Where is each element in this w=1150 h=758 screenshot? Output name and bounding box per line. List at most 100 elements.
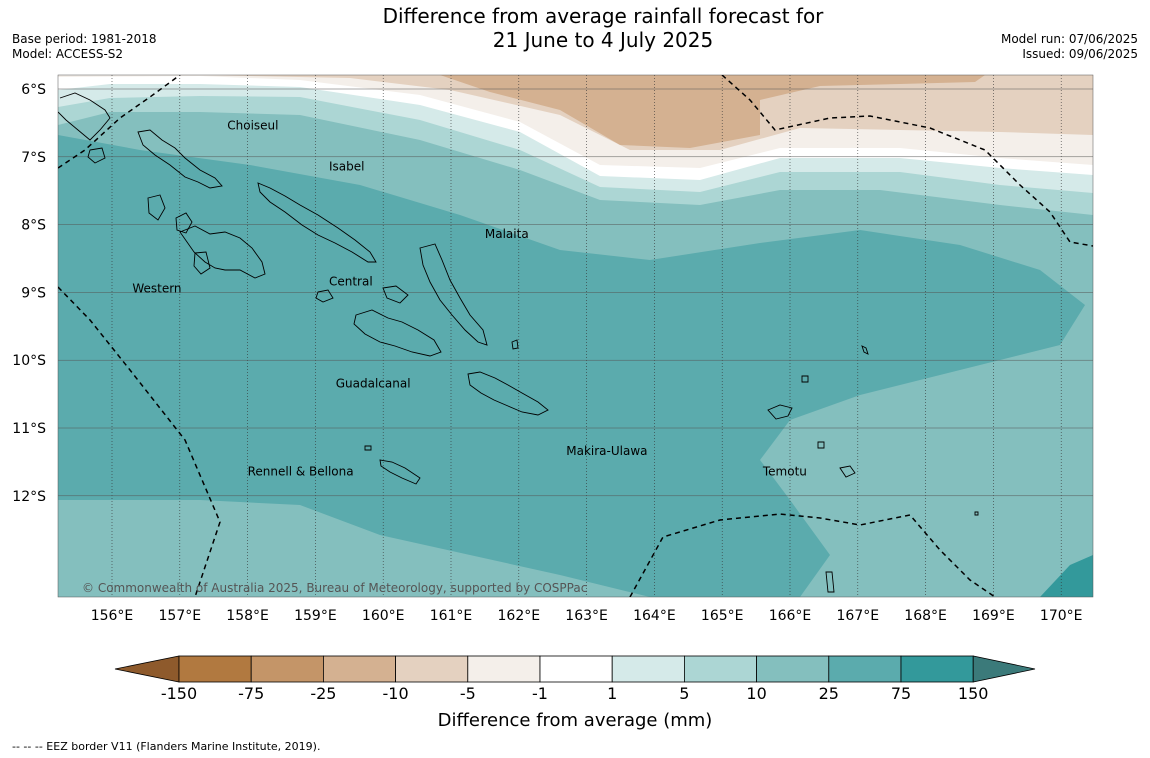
title-line-1: Difference from average rainfall forecas…	[382, 4, 824, 28]
field-25-75	[58, 135, 1085, 597]
kolombangara-island	[175, 212, 193, 234]
lat-label: 9°S	[21, 285, 46, 301]
shortland-islands	[87, 147, 106, 164]
base-period: Base period: 1981-2018	[12, 32, 157, 46]
colorbar-tick-label: -75	[238, 684, 264, 703]
santa-isabel-island	[257, 182, 377, 263]
lat-label: 10°S	[12, 353, 46, 369]
colorbar-segment	[539, 655, 613, 683]
lat-label: 12°S	[12, 489, 46, 505]
colorbar-segment	[250, 655, 324, 683]
graticule	[58, 75, 1093, 597]
rainfall-field	[58, 75, 1093, 597]
copyright-text: © Commonwealth of Australia 2025, Bureau…	[82, 581, 587, 595]
colorbar-segment	[684, 655, 758, 683]
choiseul-island	[137, 129, 223, 189]
colorbar-tick-label: 1	[607, 684, 617, 703]
eez-border-south	[629, 513, 996, 597]
colorbar: -150 -75 -25 -10 -5 -1 1 5 10 25 75 150	[114, 655, 1036, 703]
vanikoro-island	[839, 465, 856, 478]
lon-label: 158°E	[226, 608, 269, 624]
colorbar-tick-label: 25	[819, 684, 839, 703]
place-label: Temotu	[762, 464, 807, 478]
lon-label: 167°E	[837, 608, 880, 624]
colorbar-under-arrow	[114, 655, 180, 683]
tikopia-island	[974, 511, 979, 516]
eez-border-west	[58, 286, 221, 597]
place-label: Western	[132, 281, 181, 295]
colorbar-segment	[900, 655, 974, 683]
lon-label: 160°E	[362, 608, 405, 624]
place-label: Choiseul	[227, 119, 278, 133]
colorbar-segment	[322, 655, 396, 683]
footnote: -- -- -- EEZ border V11 (Flanders Marine…	[12, 740, 321, 753]
place-label: Isabel	[329, 159, 364, 173]
lon-label: 165°E	[701, 608, 744, 624]
colorbar-title: Difference from average (mm)	[438, 710, 713, 731]
anuta-island	[861, 345, 869, 355]
coastlines	[58, 92, 979, 593]
new-georgia-island	[179, 225, 266, 279]
field-minus25-minus10	[440, 75, 985, 148]
place-labels: Choiseul Isabel Malaita Western Central Guada…	[132, 119, 807, 479]
colorbar-segment	[178, 655, 252, 683]
colorbar-segment	[756, 655, 830, 683]
lon-label: 161°E	[430, 608, 473, 624]
longitude-labels: 156°E 157°E 158°E 159°E 160°E 161°E 162°E 163°E…	[91, 608, 1083, 624]
lon-label: 162°E	[498, 608, 541, 624]
colorbar-tick-label: -1	[532, 684, 548, 703]
model-name: Model: ACCESS-S2	[12, 47, 124, 61]
colorbar-tick-label: -10	[383, 684, 409, 703]
colorbar-over-arrow	[972, 655, 1036, 683]
colorbar-segment	[828, 655, 902, 683]
lon-label: 157°E	[159, 608, 202, 624]
colorbar-tick-label: -25	[310, 684, 336, 703]
rendova-island	[193, 251, 211, 275]
lon-label: 156°E	[91, 608, 134, 624]
lat-label: 8°S	[21, 218, 46, 234]
place-label: Malaita	[485, 227, 529, 241]
lon-label: 164°E	[633, 608, 676, 624]
lat-label: 11°S	[12, 421, 46, 437]
meta-left: Base period: 1981-2018 Model: ACCESS-S2	[12, 32, 157, 62]
chart-title: Difference from average rainfall forecas…	[0, 4, 1150, 52]
colorbar-tick-label: 5	[679, 684, 689, 703]
ulawa-island	[511, 339, 519, 350]
bougainville-island	[58, 92, 111, 141]
title-line-2: 21 June to 4 July 2025	[492, 28, 714, 52]
field-75-150	[1040, 555, 1093, 597]
vella-lavella-island	[147, 194, 166, 221]
map-frame	[57, 74, 1094, 598]
colorbar-tick-label: 150	[958, 684, 989, 703]
colorbar-tick-label: 10	[746, 684, 766, 703]
place-label: Central	[329, 275, 373, 289]
colorbar-tick-label: -5	[460, 684, 476, 703]
issued-date: Issued: 09/06/2025	[1022, 47, 1138, 61]
lon-label: 170°E	[1040, 608, 1083, 624]
lon-label: 159°E	[294, 608, 337, 624]
place-label: Rennell & Bellona	[248, 464, 354, 478]
lat-label: 6°S	[21, 82, 46, 98]
eez-border-north-west	[58, 75, 181, 169]
lon-label: 163°E	[565, 608, 608, 624]
utupua-island	[817, 441, 825, 449]
model-run: Model run: 07/06/2025	[1000, 32, 1138, 46]
russell-islands	[315, 289, 334, 303]
colorbar-tick-label: 75	[891, 684, 911, 703]
guadalcanal-island	[353, 309, 442, 357]
place-label: Guadalcanal	[336, 376, 411, 390]
lon-label: 166°E	[769, 608, 812, 624]
lat-label: 7°S	[21, 150, 46, 166]
colorbar-segment	[467, 655, 541, 683]
nendo-island	[767, 404, 793, 420]
santa-cruz-south-islet	[825, 571, 835, 593]
colorbar-segment	[611, 655, 685, 683]
latitude-labels: 6°S 7°S 8°S 9°S 10°S 11°S 12°S	[12, 82, 46, 505]
florida-islands	[382, 285, 409, 304]
colorbar-tick-label: -150	[161, 684, 197, 703]
lon-label: 168°E	[904, 608, 947, 624]
meta-right: Model run: 07/06/2025 Issued: 09/06/2025	[1001, 32, 1138, 62]
place-label: Makira-Ulawa	[566, 444, 647, 458]
bellona-island	[364, 445, 372, 451]
